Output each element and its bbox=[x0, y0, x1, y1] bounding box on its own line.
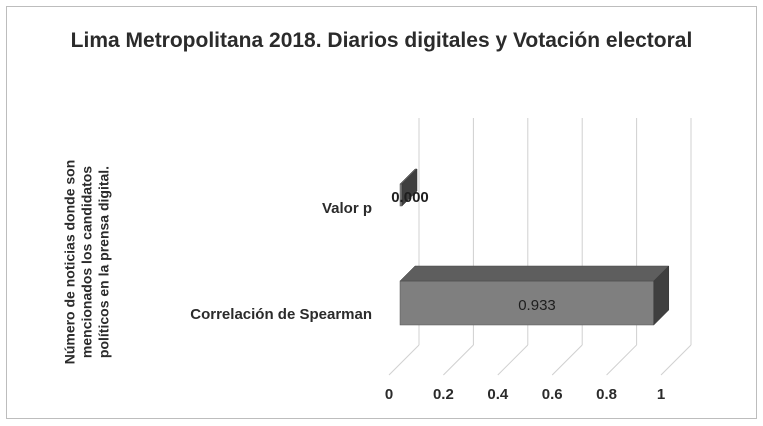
bar-top bbox=[399, 265, 670, 282]
x-tick-label: 0 bbox=[385, 386, 393, 403]
gridline-floor bbox=[443, 344, 474, 376]
gridline-floor bbox=[551, 344, 583, 376]
bar bbox=[399, 280, 655, 326]
gridline-floor bbox=[388, 344, 420, 376]
gridline-floor bbox=[606, 344, 637, 376]
x-tick-label: 0.8 bbox=[596, 386, 617, 403]
data-label: 0.000 bbox=[391, 189, 429, 206]
gridline-floor bbox=[660, 344, 692, 376]
x-tick-label: 1 bbox=[657, 386, 665, 403]
bar-side bbox=[401, 168, 418, 207]
bars bbox=[399, 168, 670, 326]
chart-title: Lima Metropolitana 2018. Diarios digital… bbox=[70, 29, 693, 52]
x-tick-label: 0.6 bbox=[542, 386, 563, 403]
labels: 0 0.2 0.4 0.6 0.8 1 Valor p 0.000 Correlación de… bbox=[190, 189, 665, 403]
gridlines bbox=[388, 118, 692, 376]
bar-side bbox=[653, 265, 670, 326]
gridline-floor bbox=[497, 344, 529, 376]
category-label: Valor p bbox=[322, 200, 372, 217]
x-tick-label: 0.4 bbox=[487, 386, 509, 403]
category-label: Correlación de Spearman bbox=[190, 306, 372, 323]
x-tick-label: 0.2 bbox=[433, 386, 454, 403]
data-label: 0.933 bbox=[518, 297, 556, 314]
